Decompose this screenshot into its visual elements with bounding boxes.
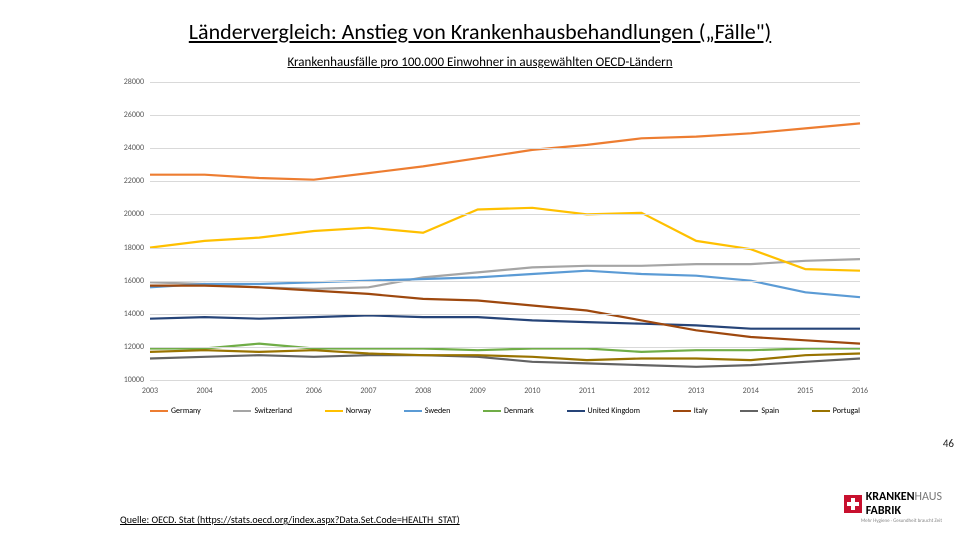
legend-label: Portugal [833, 406, 860, 416]
x-tick-label: 2003 [142, 386, 158, 396]
y-tick-label: 26000 [100, 110, 144, 120]
gridline [150, 115, 860, 116]
legend: Germany Switzerland Norway Sweden Denmark Uni… [150, 406, 860, 416]
legend-label: Spain [761, 406, 779, 416]
logo-text: KRANKENHAUS FABRIK [866, 490, 942, 518]
legend-item: Sweden [404, 406, 451, 416]
page-title: Ländervergleich: Anstieg von Krankenhaus… [88, 18, 872, 45]
legend-swatch [233, 410, 251, 412]
legend-label: Germany [171, 406, 201, 416]
chart: Germany Switzerland Norway Sweden Denmark Uni… [100, 76, 860, 416]
legend-swatch [673, 410, 691, 412]
series-line-germany [150, 123, 860, 179]
gridline [150, 248, 860, 249]
legend-swatch [567, 410, 585, 412]
legend-label: United Kingdom [588, 406, 640, 416]
gridline [150, 314, 860, 315]
legend-swatch [740, 410, 758, 412]
x-tick-label: 2004 [197, 386, 213, 396]
y-tick-label: 12000 [100, 342, 144, 352]
legend-item: United Kingdom [567, 406, 640, 416]
x-tick-label: 2006 [306, 386, 322, 396]
series-line-norway [150, 208, 860, 271]
x-tick-label: 2012 [633, 386, 649, 396]
page-number: 46 [943, 437, 954, 450]
legend-swatch [150, 410, 168, 412]
legend-item: Spain [740, 406, 779, 416]
gridline [150, 82, 860, 83]
y-tick-label: 22000 [100, 176, 144, 186]
legend-label: Denmark [504, 406, 534, 416]
x-tick-label: 2005 [251, 386, 267, 396]
legend-label: Norway [346, 406, 371, 416]
gridline [150, 347, 860, 348]
y-tick-label: 24000 [100, 143, 144, 153]
y-tick-label: 18000 [100, 243, 144, 253]
x-tick-label: 2013 [688, 386, 704, 396]
legend-swatch [812, 410, 830, 412]
legend-label: Switzerland [254, 406, 292, 416]
y-tick-label: 20000 [100, 209, 144, 219]
legend-swatch [404, 410, 422, 412]
x-tick-label: 2011 [579, 386, 595, 396]
gridline [150, 281, 860, 282]
gridline [150, 214, 860, 215]
gridline [150, 380, 860, 381]
legend-label: Italy [694, 406, 708, 416]
y-tick-label: 16000 [100, 276, 144, 286]
plot-area [150, 82, 860, 380]
legend-label: Sweden [425, 406, 451, 416]
legend-swatch [325, 410, 343, 412]
x-tick-label: 2009 [470, 386, 486, 396]
legend-item: Norway [325, 406, 371, 416]
chart-subtitle: Krankenhausfälle pro 100.000 Einwohner i… [28, 55, 932, 70]
series-line-sweden [150, 271, 860, 298]
x-tick-label: 2010 [524, 386, 540, 396]
logo: KRANKENHAUS FABRIK Mehr Hygiene · Gesund… [844, 490, 942, 518]
legend-item: Italy [673, 406, 708, 416]
line-series [150, 82, 860, 380]
y-tick-label: 10000 [100, 375, 144, 385]
x-tick-label: 2015 [797, 386, 813, 396]
series-line-united-kingdom [150, 315, 860, 328]
x-tick-label: 2008 [415, 386, 431, 396]
y-tick-label: 28000 [100, 77, 144, 87]
x-tick-label: 2007 [360, 386, 376, 396]
legend-swatch [483, 410, 501, 412]
legend-item: Germany [150, 406, 201, 416]
cross-icon [844, 495, 862, 513]
source-citation: Quelle: OECD. Stat (https://stats.oecd.o… [120, 513, 460, 526]
gridline [150, 148, 860, 149]
legend-item: Portugal [812, 406, 860, 416]
legend-item: Denmark [483, 406, 534, 416]
logo-tagline: Mehr Hygiene · Gesundheit braucht Zeit [861, 518, 942, 524]
x-tick-label: 2016 [852, 386, 868, 396]
y-tick-label: 14000 [100, 309, 144, 319]
x-tick-label: 2014 [743, 386, 759, 396]
gridline [150, 181, 860, 182]
legend-item: Switzerland [233, 406, 292, 416]
